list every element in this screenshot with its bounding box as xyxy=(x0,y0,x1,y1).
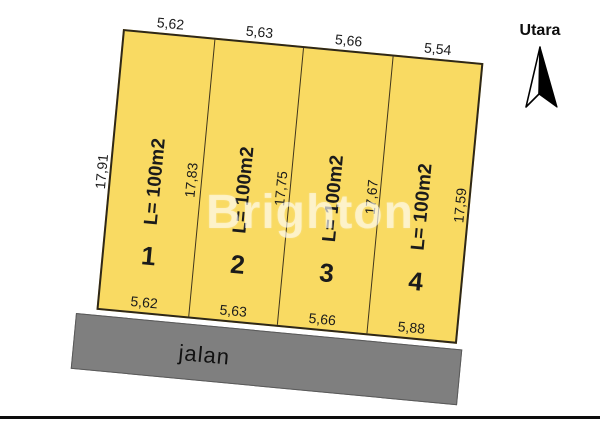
plot-2-top-dimension: 5,63 xyxy=(245,22,274,42)
plot-4-bottom-dimension: 5,88 xyxy=(397,318,426,337)
brighton-watermark: Brighton xyxy=(206,186,414,239)
north-arrow-icon xyxy=(525,46,558,108)
side-dimension-right: 17,59 xyxy=(450,187,470,224)
side-dimension-div1: 17,83 xyxy=(181,161,201,199)
compass-north-label: Utara xyxy=(519,22,561,39)
plot-3-bottom-dimension: 5,66 xyxy=(308,309,337,329)
plot-3-top-dimension: 5,66 xyxy=(334,31,364,50)
side-dimension-left: 17,91 xyxy=(91,153,112,190)
plot-3-number: 3 xyxy=(318,257,336,289)
plot-4-number: 4 xyxy=(407,265,425,298)
plot-2-bottom-dimension: 5,63 xyxy=(218,301,248,320)
plot-1-area-label: L= 100m2 xyxy=(140,137,170,227)
road-label: jalan xyxy=(177,339,232,370)
plot-4-top-dimension: 5,54 xyxy=(423,39,453,58)
plot-1-top-dimension: 5,62 xyxy=(156,14,185,33)
bottom-frame-line xyxy=(0,416,600,419)
plot-1-bottom-dimension: 5,62 xyxy=(129,292,159,312)
compass: Utara xyxy=(505,22,575,112)
plot-2-number: 2 xyxy=(228,249,247,281)
plot-1-number: 1 xyxy=(139,240,158,272)
